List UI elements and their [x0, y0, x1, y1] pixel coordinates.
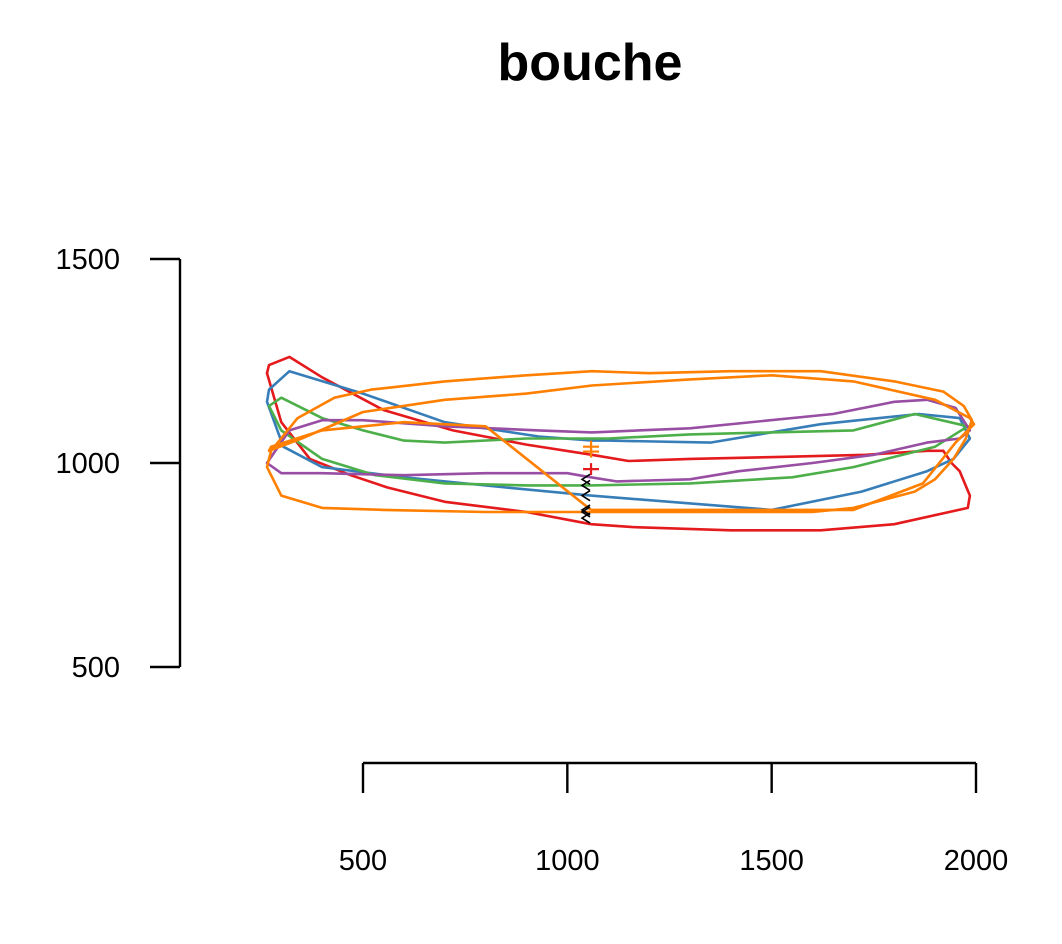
seam-mark: [580, 489, 591, 502]
series-outline-1: [265, 355, 972, 532]
series-outline-3: [267, 396, 970, 487]
series-outline-2: [265, 369, 972, 512]
x-tick-label: 500: [339, 845, 387, 877]
seam-mark: [580, 479, 591, 492]
x-tick-label: 1000: [535, 845, 600, 877]
y-tick-label: 1000: [55, 448, 120, 480]
y-axis: 500 1000 1500: [55, 244, 182, 684]
seam-mark: [580, 504, 591, 516]
x-tick-label: 1500: [739, 845, 804, 877]
series-layer: [265, 355, 976, 532]
marker-3: [583, 445, 600, 458]
series-outline-4: [265, 398, 972, 483]
x-axis: 500 1000 1500 2000: [339, 761, 1009, 877]
chart-title: bouche: [498, 34, 683, 92]
y-tick-label: 1500: [55, 244, 120, 276]
seam-mark: [580, 512, 591, 524]
series-outline-5: [265, 369, 974, 514]
marker-1: [583, 463, 600, 476]
marker-layer: [580, 440, 600, 524]
y-tick-label: 500: [72, 652, 120, 684]
series-outline-6: [267, 373, 976, 512]
x-tick-label: 2000: [944, 845, 1009, 877]
